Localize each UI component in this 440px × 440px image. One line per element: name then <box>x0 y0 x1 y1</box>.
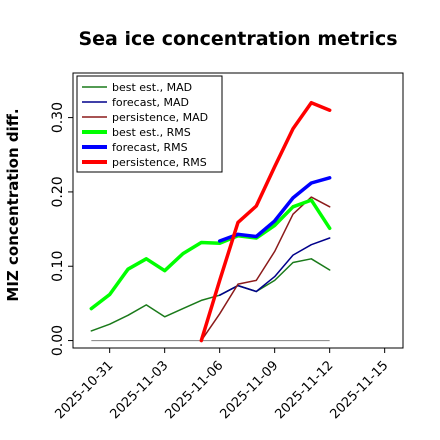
series-line-3 <box>89 198 332 311</box>
x-tick-label: 2025-11-15 <box>327 358 391 422</box>
series-line-0 <box>90 258 331 332</box>
legend-entry: persistence, RMS <box>112 156 207 169</box>
series-line-5 <box>199 100 332 343</box>
legend-entry: forecast, MAD <box>112 96 189 109</box>
x-tick-label: 2025-11-03 <box>107 358 171 422</box>
y-tick-label: 0.20 <box>50 176 66 207</box>
series-line-4 <box>217 176 332 243</box>
plot-area <box>72 72 404 349</box>
y-tick-label: 0.00 <box>50 325 66 356</box>
x-tick-label: 2025-11-12 <box>272 358 336 422</box>
legend-entry: best est., MAD <box>112 81 192 94</box>
chart-title: Sea ice concentration metrics <box>78 28 397 50</box>
x-tick-label: 2025-11-09 <box>217 358 281 422</box>
x-tick-label: 2025-10-31 <box>52 358 116 422</box>
series-line-2 <box>200 196 331 342</box>
series-line-1 <box>218 237 331 296</box>
legend: best est., MAD forecast, MAD persistence, … <box>76 75 223 173</box>
y-tick-label: 0.10 <box>50 251 66 282</box>
legend-entry: best est., RMS <box>112 126 191 139</box>
x-axis-ticks: 2025-10-312025-11-032025-11-062025-11-09… <box>52 348 391 422</box>
y-axis-ticks: 0.00 0.10 0.20 0.30 <box>50 102 73 356</box>
y-tick-label: 0.30 <box>50 102 66 133</box>
x-tick-label: 2025-11-06 <box>162 358 226 422</box>
y-axis-label: MIZ concentration diff. <box>4 108 22 301</box>
legend-box <box>76 75 223 173</box>
legend-entry: forecast, RMS <box>112 141 188 154</box>
legend-entry: persistence, MAD <box>112 111 208 124</box>
plot-frame <box>72 72 404 349</box>
series-lines <box>89 100 332 343</box>
